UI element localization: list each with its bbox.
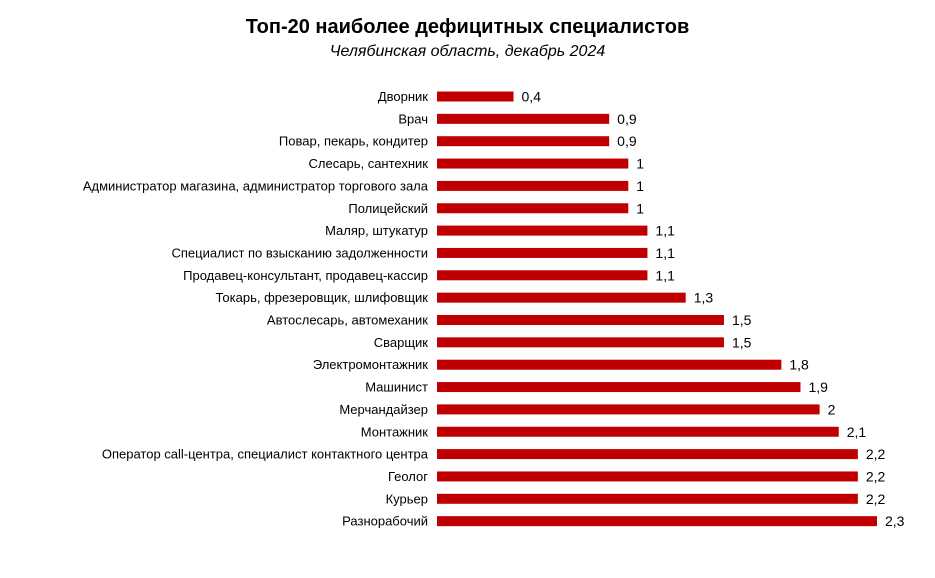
category-label: Монтажник — [361, 424, 429, 439]
value-label: 1,1 — [655, 245, 675, 261]
category-label: Курьер — [386, 491, 428, 506]
value-label: 1,9 — [808, 379, 828, 395]
value-label: 1,8 — [789, 357, 809, 373]
category-label: Полицейский — [348, 201, 428, 216]
chart-subtitle: Челябинская область, декабрь 2024 — [329, 43, 606, 60]
value-label: 0,9 — [617, 111, 637, 127]
bar — [437, 158, 629, 169]
value-label: 1 — [636, 178, 644, 194]
bar — [437, 113, 610, 124]
bar — [437, 270, 648, 281]
bar — [437, 180, 629, 191]
category-label: Дворник — [378, 89, 428, 104]
value-label: 0,9 — [617, 133, 637, 149]
bar — [437, 471, 858, 482]
bar — [437, 225, 648, 236]
bar — [437, 382, 801, 393]
value-label: 1,3 — [694, 290, 714, 306]
value-label: 2,2 — [866, 468, 886, 484]
value-label: 0,4 — [522, 89, 542, 105]
category-label: Продавец-консультант, продавец-кассир — [183, 268, 428, 283]
bar — [437, 449, 858, 460]
value-label: 2 — [828, 401, 836, 417]
value-label: 1,1 — [655, 267, 675, 283]
category-label: Сварщик — [374, 335, 429, 350]
value-label: 1 — [636, 200, 644, 216]
category-label: Маляр, штукатур — [325, 223, 428, 238]
category-label: Оператор call-центра, специалист контакт… — [102, 447, 429, 462]
category-label: Повар, пекарь, кондитер — [279, 134, 428, 149]
category-label: Автослесарь, автомеханик — [267, 313, 428, 328]
value-label: 2,1 — [847, 424, 867, 440]
bars-group: Дворник 0,4 Врач 0,9 Повар, пекарь, кондитер… — [83, 89, 905, 530]
category-label: Специалист по взысканию задолженности — [172, 245, 429, 260]
category-label: Машинист — [365, 380, 428, 395]
category-label: Врач — [398, 111, 428, 126]
bar — [437, 91, 514, 102]
category-label: Мерчандайзер — [339, 402, 428, 417]
bar — [437, 337, 724, 348]
bar — [437, 203, 629, 214]
category-label: Разнорабочий — [342, 514, 428, 529]
category-label: Геолог — [388, 469, 428, 484]
category-label: Администратор магазина, администратор то… — [83, 178, 429, 193]
category-label: Токарь, фрезеровщик, шлифовщик — [216, 290, 429, 305]
value-label: 1,1 — [655, 223, 675, 239]
value-label: 2,3 — [885, 513, 905, 529]
bar — [437, 359, 782, 370]
bar — [437, 426, 839, 437]
category-label: Электромонтажник — [313, 357, 428, 372]
value-label: 1 — [636, 156, 644, 172]
category-label: Слесарь, сантехник — [309, 156, 429, 171]
bar — [437, 493, 858, 504]
bar — [437, 516, 877, 527]
bar — [437, 247, 648, 258]
value-label: 1,5 — [732, 312, 752, 328]
value-label: 1,5 — [732, 334, 752, 350]
value-label: 2,2 — [866, 446, 886, 462]
chart-title: Топ-20 наиболее дефицитных специалистов — [245, 16, 690, 38]
bar — [437, 136, 610, 147]
value-label: 2,2 — [866, 491, 886, 507]
bar — [437, 292, 686, 303]
bar — [437, 315, 724, 325]
bar — [437, 404, 820, 415]
